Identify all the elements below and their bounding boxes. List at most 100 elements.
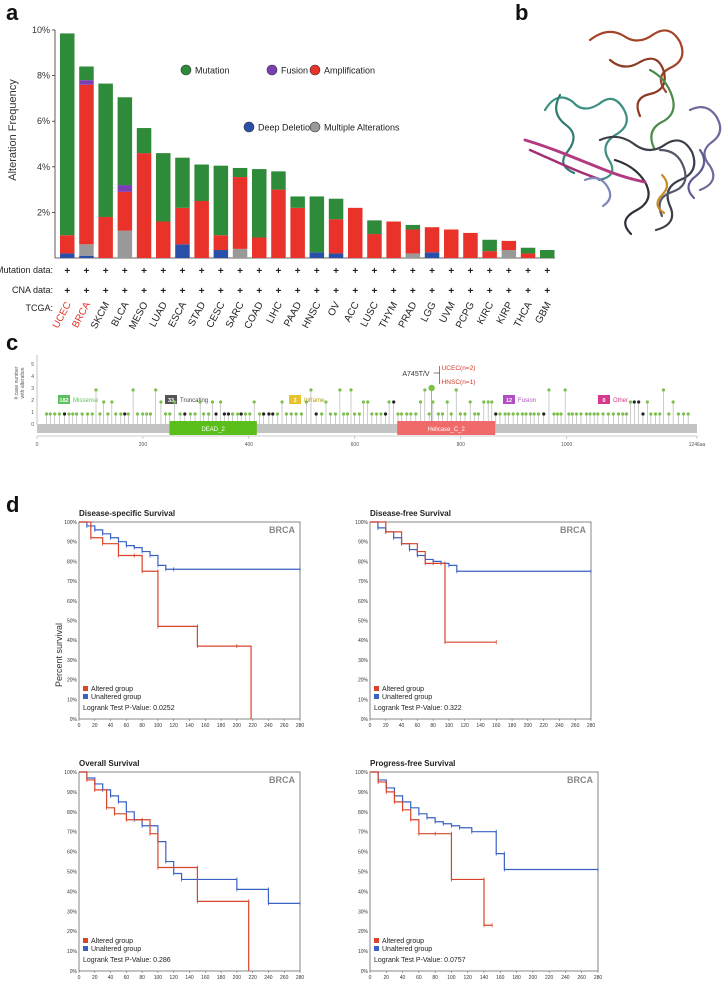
km-y-tick: 60% xyxy=(67,850,78,856)
lollipop-y-label-2: with alteration xyxy=(20,367,26,398)
mutation-dot xyxy=(198,400,202,404)
km-x-tick: 280 xyxy=(594,975,603,981)
legend-label: Multiple Alterations xyxy=(324,123,400,133)
badge-count-inframe xyxy=(289,395,301,404)
mutation-dot xyxy=(536,412,541,416)
bar-blca-multiple-alterations xyxy=(117,230,133,258)
mutation-data-plus: + xyxy=(64,266,70,277)
mutation-dot xyxy=(289,412,293,416)
cna-data-plus: + xyxy=(487,286,493,297)
mutation-data-plus: + xyxy=(372,266,378,277)
mutation-dot xyxy=(661,388,666,392)
mutation-dot xyxy=(592,412,596,416)
legend-swatch-fusion xyxy=(266,64,278,76)
mutation-dot xyxy=(222,412,226,416)
lollipop-y-tick: 3 xyxy=(31,386,34,392)
lollipop-y-tick: 5 xyxy=(31,362,34,368)
legend-altered-swatch xyxy=(83,938,88,943)
panel-d-survival-plots: Percent survival Disease-specific Surviv… xyxy=(54,509,602,981)
bar-coad-amplification xyxy=(252,237,267,258)
mutation-dot xyxy=(135,412,140,416)
km-y-tick: 80% xyxy=(67,810,78,816)
tcga-label-kirc: KIRC xyxy=(475,300,496,326)
mutation-dot xyxy=(148,412,153,416)
mutation-dot xyxy=(258,412,262,416)
mutation-dot xyxy=(405,412,409,416)
mutation-dot xyxy=(520,412,524,416)
km-x-tick: 120 xyxy=(464,975,473,981)
km-x-tick: 200 xyxy=(524,723,533,729)
cna-data-plus: + xyxy=(295,286,301,297)
km-y-tick: 80% xyxy=(67,559,78,565)
bar-ov-amplification xyxy=(328,219,344,254)
cna-data-plus: + xyxy=(160,286,166,297)
km-y-tick: 20% xyxy=(358,678,369,684)
bar-uvm-amplification xyxy=(444,229,459,258)
mutation-data-plus: + xyxy=(429,266,435,277)
curve-unaltered xyxy=(370,771,598,871)
mutation-dot xyxy=(262,412,266,416)
km-pvalue: Logrank Test P-Value: 0.0252 xyxy=(83,705,175,712)
legend-altered-label: Altered group xyxy=(91,938,133,945)
bar-blca-amplification xyxy=(117,191,133,231)
mutation-dot xyxy=(641,412,645,416)
km-x-tick: 240 xyxy=(264,975,273,981)
mutation-dot xyxy=(345,412,350,416)
bar-kirc-amplification xyxy=(482,251,497,258)
km-x-tick: 100 xyxy=(154,975,163,981)
y-tick-label: 4% xyxy=(37,162,50,172)
mutation-dot xyxy=(98,412,102,416)
mutation-dot xyxy=(637,400,641,404)
curve-altered xyxy=(79,521,252,719)
mutation-data-plus: + xyxy=(448,266,454,277)
bar-brca-deep-deletion xyxy=(79,255,94,258)
km-y-tick: 90% xyxy=(67,790,78,796)
badge-count-missense xyxy=(58,395,70,404)
mutation-dot xyxy=(490,400,494,404)
y-tick-label: 10% xyxy=(32,25,50,35)
mutation-dot xyxy=(114,412,118,416)
protein-x-tick-label: 800 xyxy=(457,442,466,448)
mutation-dot xyxy=(503,412,507,416)
mutation-dot xyxy=(131,388,135,392)
mutation-dot xyxy=(431,400,435,404)
km-x-tick: 200 xyxy=(233,723,242,729)
mutation-dot xyxy=(463,412,467,416)
bar-lusc-mutation xyxy=(367,220,382,235)
protein-x-tick-label: 0 xyxy=(36,442,39,448)
mutation-data-plus: + xyxy=(103,266,109,277)
km-y-tick: 30% xyxy=(67,909,78,915)
badge-count-text: 182 xyxy=(59,398,68,404)
km-y-tick: 50% xyxy=(67,870,78,876)
mutation-dot xyxy=(486,400,490,404)
mutation-dot xyxy=(418,400,423,404)
tcga-label-pcpg: PCPG xyxy=(454,300,477,330)
mutation-dot xyxy=(320,412,324,416)
mutation-dot xyxy=(559,412,563,416)
mutation-dot xyxy=(645,400,649,404)
mutation-dot xyxy=(653,412,658,416)
lollipop-y-tick: 4 xyxy=(31,374,34,380)
panel-label-d: d xyxy=(6,492,19,517)
km-x-tick: 180 xyxy=(217,723,226,729)
km-cancer-label: BRCA xyxy=(567,775,593,785)
cna-data-plus: + xyxy=(448,286,454,297)
km-pvalue: Logrank Test P-Value: 0.286 xyxy=(83,957,171,964)
mutation-dot xyxy=(248,412,252,416)
mutation-dot xyxy=(423,388,427,392)
badge-count-other xyxy=(598,395,610,404)
cna-data-plus: + xyxy=(180,286,186,297)
mutation-dot xyxy=(106,412,110,416)
km-y-tick: 100% xyxy=(355,520,368,526)
mutation-dot xyxy=(449,412,453,416)
mutation-dot xyxy=(71,412,75,416)
bar-prad-mutation xyxy=(405,224,421,230)
km-y-tick: 10% xyxy=(358,697,369,703)
bar-lgg-deep-deletion xyxy=(424,252,440,258)
bar-brca-fusion xyxy=(79,80,94,85)
cna-data-plus: + xyxy=(544,286,550,297)
legend-label: Mutation xyxy=(195,66,230,76)
mutation-dot xyxy=(409,412,413,416)
km-x-tick: 100 xyxy=(445,723,454,729)
mutation-dot xyxy=(498,412,502,416)
